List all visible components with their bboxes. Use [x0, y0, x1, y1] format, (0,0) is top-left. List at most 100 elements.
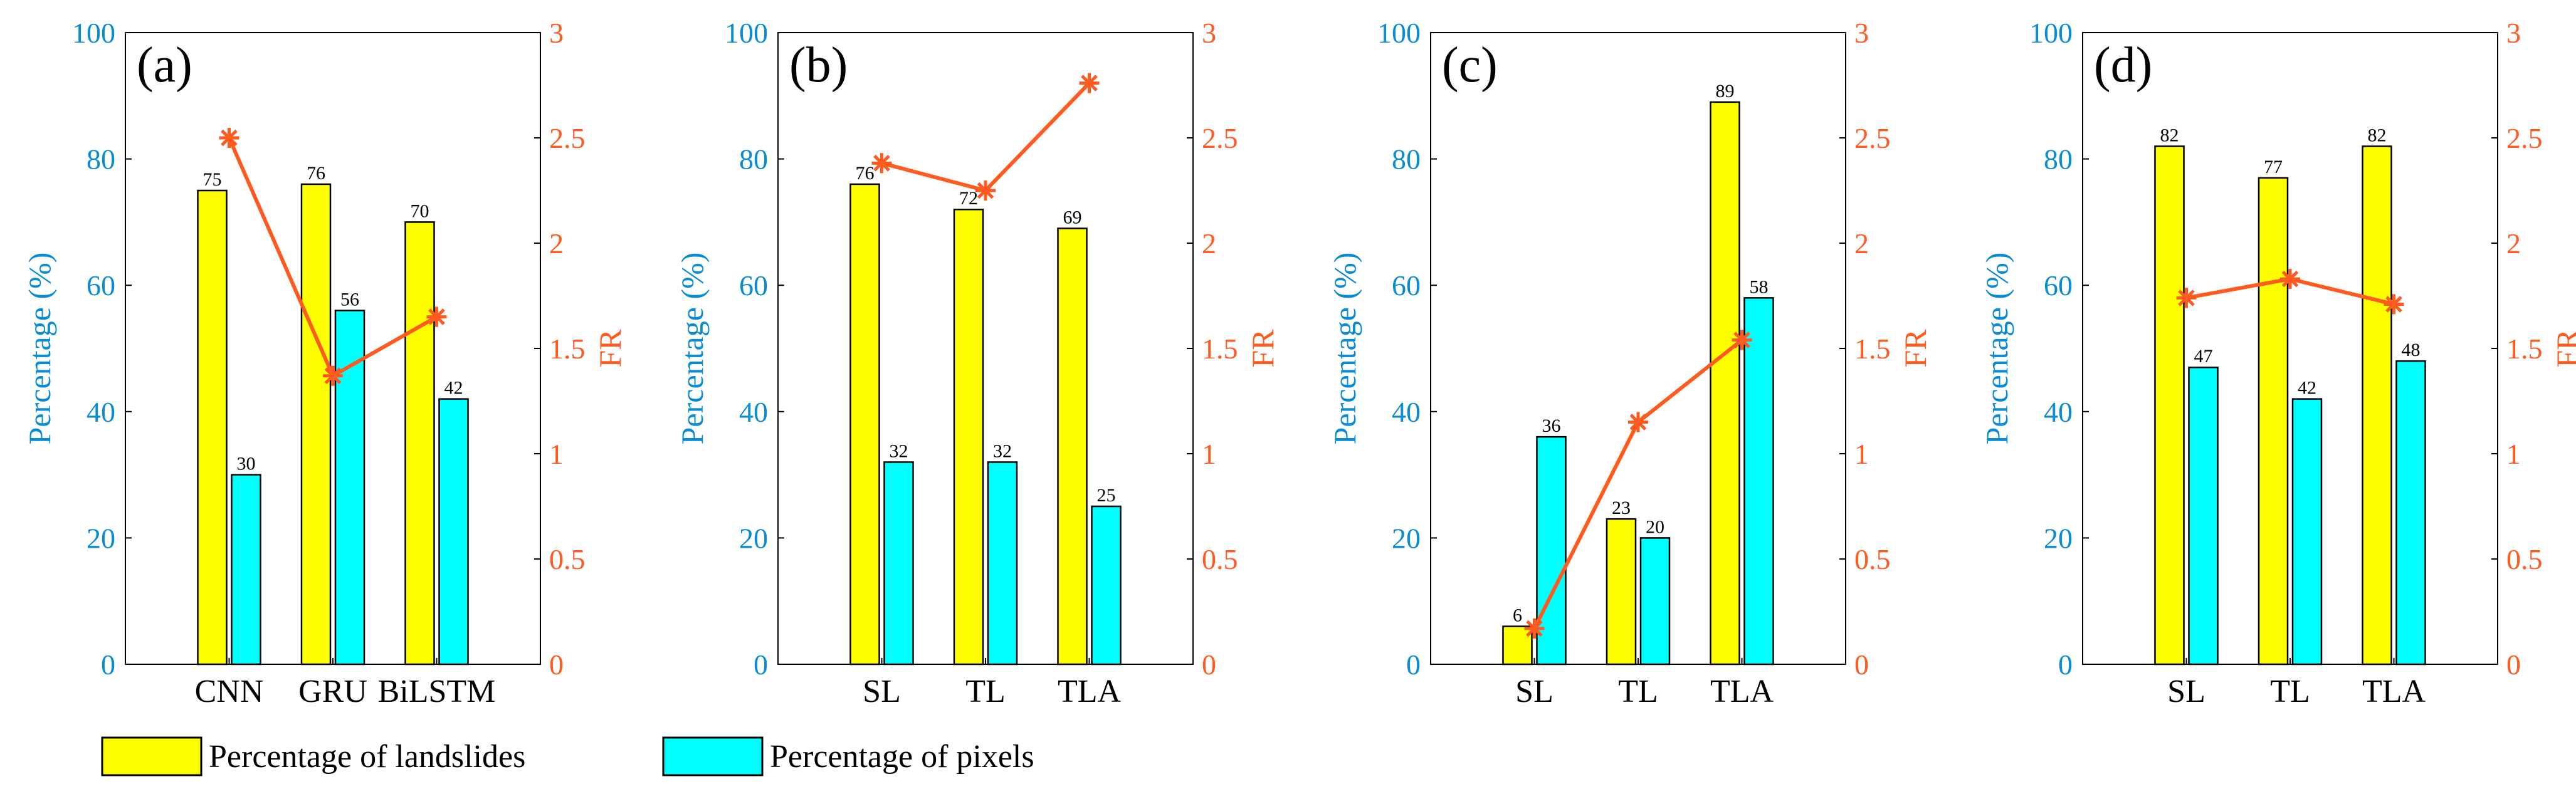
- y-tick-label: 100: [2029, 17, 2073, 49]
- y2-tick-label: 1.5: [1202, 333, 1238, 365]
- y2-tick-label: 2.5: [2506, 122, 2543, 154]
- fr-marker: [1732, 330, 1752, 350]
- plot-frame: [2082, 32, 2498, 665]
- fr-marker: [1628, 412, 1648, 432]
- y2-tick-label: 2: [549, 227, 564, 259]
- bar-pixels: [1536, 436, 1567, 666]
- x-tick-label: TLA: [1058, 674, 1122, 709]
- data-label: 42: [2298, 378, 2316, 399]
- data-label: 23: [1612, 498, 1631, 518]
- bar-landslides: [2154, 145, 2185, 666]
- data-label: 6: [1513, 605, 1522, 626]
- fr-marker: [219, 128, 239, 148]
- bar-pixels: [987, 461, 1018, 666]
- data-label: 36: [1542, 415, 1561, 436]
- fr-marker: [2176, 288, 2197, 308]
- data-label: 72: [959, 188, 978, 209]
- bar-pixels: [231, 474, 261, 666]
- panel-label: (a): [137, 38, 192, 93]
- y2-tick-label: 0: [1854, 649, 1869, 681]
- y-tick-label: 100: [1377, 17, 1421, 49]
- x-tick-label: TL: [965, 674, 1006, 709]
- bar-pixels: [438, 398, 469, 666]
- data-label: 48: [2402, 340, 2421, 360]
- bar-landslides: [1057, 227, 1088, 666]
- y2-tick-label: 1.5: [1854, 333, 1891, 365]
- y2-tick-label: 1: [1854, 438, 1869, 470]
- panel-label: (c): [1442, 38, 1498, 93]
- bar-pixels: [2395, 360, 2426, 666]
- panel-label: (d): [2094, 38, 2152, 93]
- chart-panels: 7530CNN7656GRU7042BiLSTM02040608010000.5…: [22, 17, 2576, 709]
- y2-axis-label: FR: [592, 329, 628, 368]
- data-label: 82: [2160, 125, 2179, 145]
- y2-tick-label: 3: [2506, 17, 2521, 49]
- plot-frame: [1430, 32, 1846, 665]
- y2-tick-label: 2: [1202, 227, 1216, 259]
- fr-marker: [1079, 73, 1100, 93]
- y-tick-label: 20: [739, 522, 768, 554]
- y2-tick-label: 1: [1202, 438, 1216, 470]
- data-label: 76: [307, 163, 325, 184]
- y-tick-label: 20: [1392, 522, 1421, 554]
- y2-tick-label: 1.5: [549, 333, 586, 365]
- x-tick-label: TL: [2270, 674, 2310, 709]
- chart-panel-c: 6 36 SL 23 20 TL 89 58 TLA 0 20 40 60 80 100 0 0.5 1 1.5 2 2…: [1327, 17, 1933, 709]
- bar-landslides: [953, 208, 984, 666]
- bar-landslides: [1710, 101, 1740, 666]
- legend-label-pixels: Percentage of pixels: [770, 739, 1034, 775]
- data-label: 82: [2368, 125, 2387, 145]
- y2-tick-label: 1: [2506, 438, 2521, 470]
- fr-marker: [426, 306, 447, 327]
- data-label: 30: [237, 454, 256, 474]
- x-tick-label: GRU: [298, 674, 367, 709]
- y2-tick-label: 1: [549, 438, 564, 470]
- fr-marker: [2384, 294, 2404, 315]
- bar-pixels: [1639, 537, 1671, 666]
- legend-swatch-pixels: [662, 736, 764, 776]
- y2-tick-label: 2.5: [549, 122, 586, 154]
- y2-tick-label: 2: [1854, 227, 1869, 259]
- data-label: 75: [203, 169, 222, 190]
- y2-tick-label: 0.5: [1854, 543, 1891, 575]
- data-label: 76: [856, 163, 875, 184]
- data-label: 32: [993, 441, 1012, 461]
- y-tick-label: 80: [2044, 144, 2073, 175]
- bar-landslides: [300, 183, 332, 666]
- y2-tick-label: 3: [1202, 17, 1216, 49]
- y-tick-label: 100: [72, 17, 115, 49]
- bar-pixels: [2188, 366, 2219, 666]
- y2-tick-label: 0: [2506, 649, 2521, 681]
- y-tick-label: 40: [1392, 396, 1421, 428]
- legend: Percentage of landslides Percentage of p…: [101, 736, 1034, 776]
- fr-marker: [975, 180, 996, 201]
- bar-pixels: [1743, 297, 1774, 666]
- plot-frame: [777, 32, 1194, 665]
- y-axis-label: Percentage (%): [1327, 253, 1362, 445]
- y-axis-label: Percentage (%): [675, 253, 710, 445]
- y2-tick-label: 3: [549, 17, 564, 49]
- y-tick-label: 80: [739, 144, 768, 175]
- y-tick-label: 0: [1406, 649, 1421, 681]
- data-label: 89: [1716, 81, 1735, 102]
- y2-axis-label: FR: [1898, 329, 1933, 368]
- y-tick-label: 80: [87, 144, 115, 175]
- x-tick-label: TL: [1618, 674, 1658, 709]
- fr-marker: [1524, 618, 1545, 639]
- y2-tick-label: 2.5: [1202, 122, 1238, 154]
- bar-pixels: [883, 461, 914, 666]
- y-tick-label: 60: [2044, 269, 2073, 301]
- bar-landslides: [1606, 518, 1637, 666]
- y2-tick-label: 2: [2506, 227, 2521, 259]
- y-tick-label: 20: [87, 522, 115, 554]
- y-tick-label: 0: [754, 649, 768, 681]
- fr-marker: [323, 365, 343, 386]
- chart-panel-b: 7632SL7232TL6925TLA02040608010000.511.52…: [675, 17, 1280, 709]
- data-label: 47: [2194, 346, 2213, 367]
- y2-tick-label: 0.5: [1202, 543, 1238, 575]
- plot-frame: [125, 32, 541, 665]
- y-tick-label: 60: [739, 269, 768, 301]
- y-tick-label: 60: [1392, 269, 1421, 301]
- y-tick-label: 60: [87, 269, 115, 301]
- bar-landslides: [197, 189, 228, 666]
